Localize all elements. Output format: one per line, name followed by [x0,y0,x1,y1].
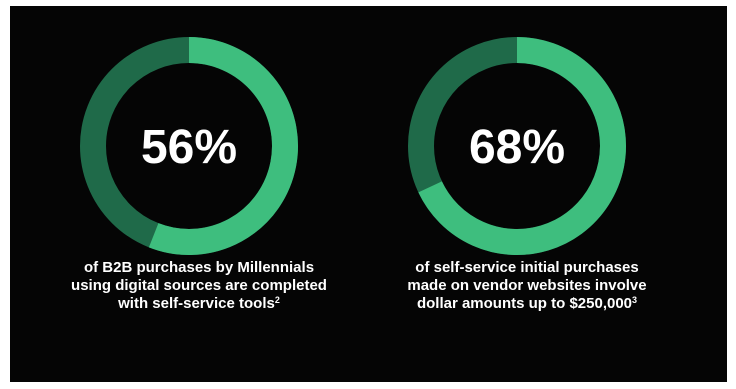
stats-panel: 56% of B2B purchases by Millennials usin… [10,6,727,382]
caption-line: of B2B purchases by Millennials [83,259,315,276]
caption-line: using digital sources are completed [71,277,327,294]
donut-value-arc [418,37,626,255]
caption-line-with-footnote: with self-service tools2 [49,295,349,313]
stat-caption: of B2B purchases by Millennials using di… [49,259,349,313]
caption-line: made on vendor websites involve [407,277,647,294]
donut-chart-56: 56% [80,37,298,255]
stat-caption: of self-service initial purchases made o… [377,259,677,313]
caption-line-with-footnote: dollar amounts up to $250,0003 [377,295,677,313]
stat-millennial-self-service: 56% of B2B purchases by Millennials usin… [49,6,349,382]
caption-line: dollar amounts up to $250,000 [416,295,633,312]
footnote-marker: 2 [274,295,280,305]
stat-vendor-website-purchases: 68% of self-service initial purchases ma… [377,6,677,382]
caption-line: with self-service tools [118,295,275,312]
caption-line: of self-service initial purchases [415,259,639,276]
donut-center-label: 68% [469,121,565,174]
donut-center-label: 56% [141,121,237,174]
donut-chart-68: 68% [408,37,626,255]
donut-value-arc [148,37,298,255]
footnote-marker: 3 [632,295,638,305]
